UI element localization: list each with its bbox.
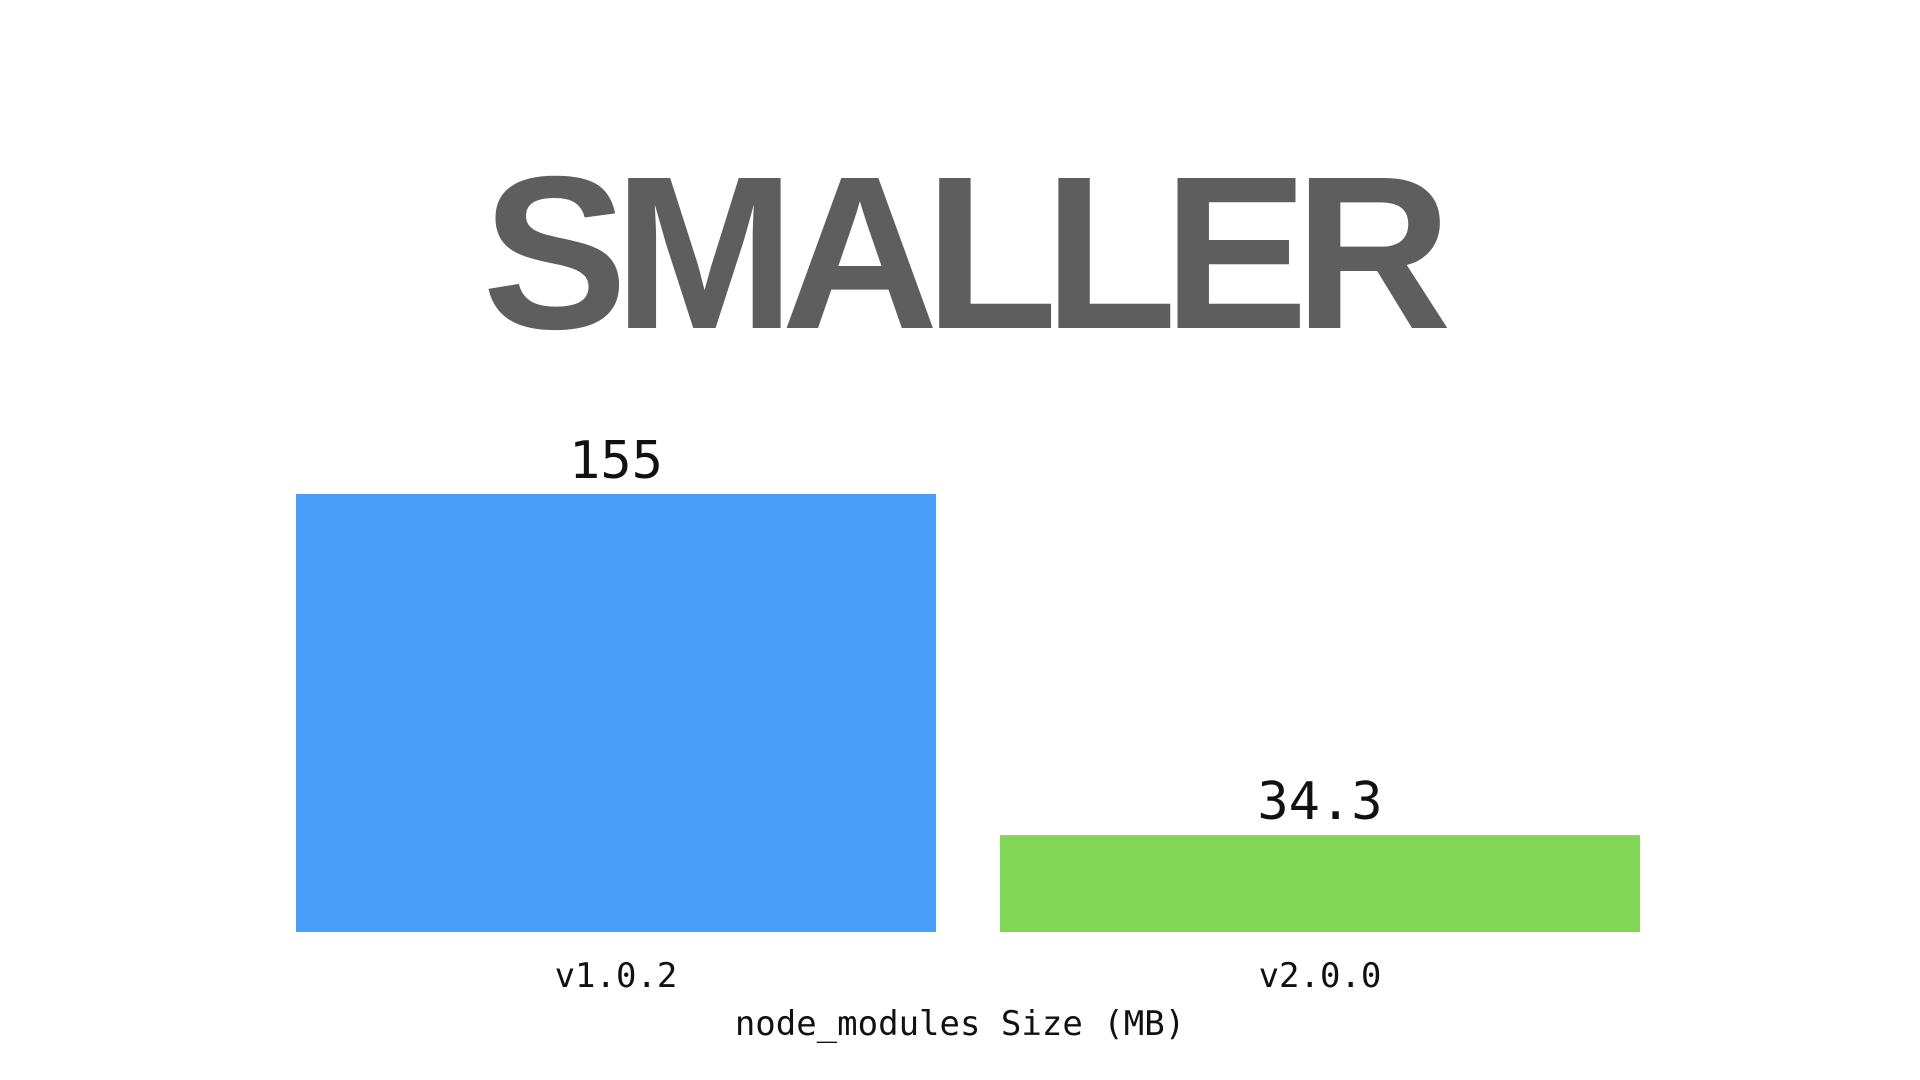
value-label-v1-0-2: 155 <box>569 431 663 491</box>
x-tick-label-v2-0-0: v2.0.0 <box>1259 956 1382 996</box>
x-tick-label-v1-0-2: v1.0.2 <box>555 956 678 996</box>
value-label-v2-0-0: 34.3 <box>1257 772 1382 832</box>
value-labels-group: 155 34.3 <box>569 431 1383 832</box>
bar-v1-0-2 <box>296 494 936 932</box>
bar-v2-0-0 <box>1000 835 1640 932</box>
x-axis-label: node_modules Size (MB) <box>735 1004 1185 1044</box>
chart-title: SMALLER <box>482 132 1447 375</box>
bars-group <box>296 494 1640 932</box>
x-tick-labels-group: v1.0.2 v2.0.0 <box>555 956 1382 996</box>
